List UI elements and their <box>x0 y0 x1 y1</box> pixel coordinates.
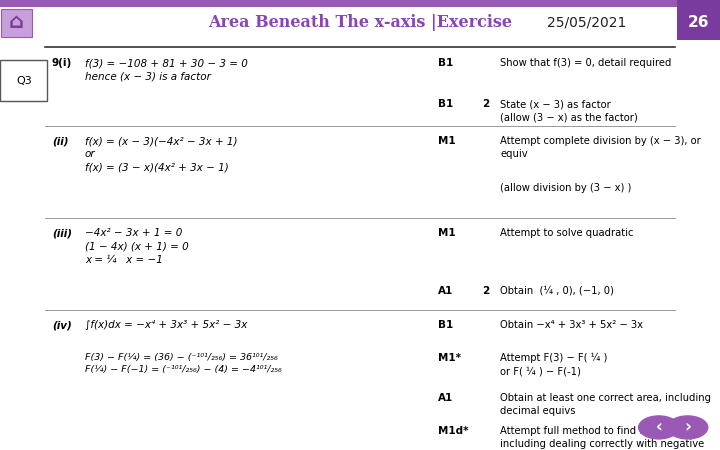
Text: M1: M1 <box>438 229 455 238</box>
Circle shape <box>639 416 679 439</box>
Text: ›: › <box>684 418 691 436</box>
Circle shape <box>667 416 708 439</box>
Text: State (x − 3) as factor
(allow (3 − x) as the factor): State (x − 3) as factor (allow (3 − x) a… <box>500 99 638 122</box>
Text: f(3) = −108 + 81 + 30 − 3 = 0
hence (x − 3) is a factor: f(3) = −108 + 81 + 30 − 3 = 0 hence (x −… <box>85 58 248 81</box>
Text: ‹: ‹ <box>655 418 662 436</box>
Text: (ii): (ii) <box>52 136 68 146</box>
Bar <box>677 0 720 40</box>
Text: M1*: M1* <box>438 353 461 363</box>
Text: (iii): (iii) <box>52 229 72 238</box>
Text: M1: M1 <box>438 136 455 146</box>
Text: Q3: Q3 <box>16 76 32 86</box>
Text: Obtain at least one correct area, including
decimal equivs: Obtain at least one correct area, includ… <box>500 392 711 416</box>
Text: ⌂: ⌂ <box>9 12 24 32</box>
Text: F(3) − F(¼) = (36) − (⁻¹⁰¹/₂₅₆) = 36¹⁰¹/₂₅₆
F(¼) − F(−1) = (⁻¹⁰¹/₂₅₆) − (4) = −4: F(3) − F(¼) = (36) − (⁻¹⁰¹/₂₅₆) = 36¹⁰¹/… <box>85 353 282 374</box>
Text: (iv): (iv) <box>52 320 71 330</box>
Text: Attempt full method to find total area
including dealing correctly with negative: Attempt full method to find total area i… <box>500 426 705 450</box>
Text: Attempt to solve quadratic: Attempt to solve quadratic <box>500 229 634 238</box>
Text: Attempt complete division by (x − 3), or
equiv: Attempt complete division by (x − 3), or… <box>500 136 701 159</box>
Text: B1: B1 <box>438 58 453 68</box>
Text: B1: B1 <box>438 99 453 109</box>
Text: B1: B1 <box>438 320 453 330</box>
Text: 25/05/2021: 25/05/2021 <box>547 15 626 29</box>
Text: ∫f(x)dx = −x⁴ + 3x³ + 5x² − 3x: ∫f(x)dx = −x⁴ + 3x³ + 5x² − 3x <box>85 320 248 330</box>
Text: 9(i): 9(i) <box>52 58 72 68</box>
Text: −4x² − 3x + 1 = 0
(1 − 4x) (x + 1) = 0
x = ¼   x = −1: −4x² − 3x + 1 = 0 (1 − 4x) (x + 1) = 0 x… <box>85 229 189 265</box>
Bar <box>0 0 720 7</box>
Text: M1d*: M1d* <box>438 426 468 436</box>
Text: Obtain  (¼ , 0), (−1, 0): Obtain (¼ , 0), (−1, 0) <box>500 286 614 296</box>
Text: Attempt F(3) − F( ¼ )
or F( ¼ ) − F(-1): Attempt F(3) − F( ¼ ) or F( ¼ ) − F(-1) <box>500 353 608 376</box>
FancyBboxPatch shape <box>0 60 47 101</box>
Text: Area Beneath The x-axis |Exercise: Area Beneath The x-axis |Exercise <box>208 14 512 31</box>
Text: (allow division by (3 − x) ): (allow division by (3 − x) ) <box>500 183 631 193</box>
Text: 26: 26 <box>688 15 709 30</box>
Text: A1: A1 <box>438 392 453 403</box>
Text: f(x) = (x − 3)(−4x² − 3x + 1)
or
f(x) = (3 − x)(4x² + 3x − 1): f(x) = (x − 3)(−4x² − 3x + 1) or f(x) = … <box>85 136 238 172</box>
Text: A1: A1 <box>438 286 453 296</box>
Text: 2: 2 <box>482 286 490 296</box>
Bar <box>1 9 32 37</box>
Text: Show that f(3) = 0, detail required: Show that f(3) = 0, detail required <box>500 58 672 68</box>
Text: 2: 2 <box>482 99 490 109</box>
Text: Obtain −x⁴ + 3x³ + 5x² − 3x: Obtain −x⁴ + 3x³ + 5x² − 3x <box>500 320 644 330</box>
